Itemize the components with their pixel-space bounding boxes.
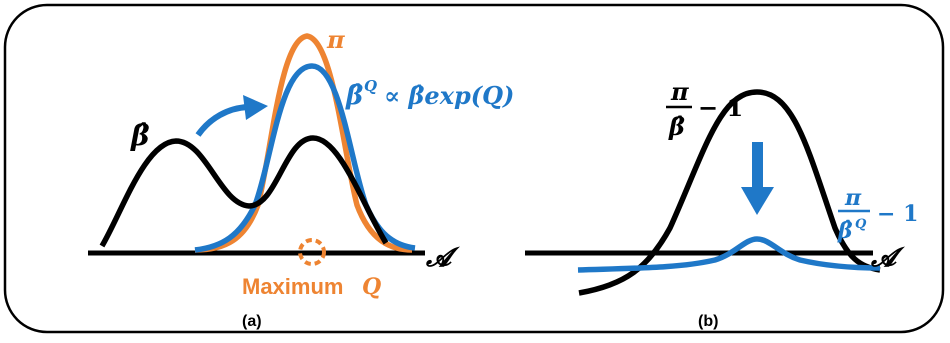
panel-b-axis-label: 𝓐 xyxy=(870,243,906,273)
pi-label: π xyxy=(326,25,345,54)
down-arrow-head xyxy=(741,187,774,215)
ratio-blue-denominator: β̂ xyxy=(837,218,853,244)
ratio-black-tail: − 1 xyxy=(698,93,743,122)
figure-frame xyxy=(3,3,945,334)
down-arrow-shaft xyxy=(752,142,763,190)
shift-arrow-shaft xyxy=(195,104,249,137)
panel-b-caption: (b) xyxy=(698,313,718,330)
pi-curve-orange xyxy=(194,33,413,253)
beta-q-label: β̂ xyxy=(345,81,363,111)
shift-arrow-head xyxy=(243,95,268,120)
maximum-q-label-word: Maximum xyxy=(242,274,343,299)
beta-q-superscript: Q xyxy=(364,77,377,95)
maximum-q-label-var: Q xyxy=(362,274,381,300)
beta-hat-label: β̂ xyxy=(130,119,150,152)
ratio-blue-den-superscript: Q xyxy=(855,217,867,232)
ratio-curve-blue xyxy=(577,236,881,273)
maximum-q-marker xyxy=(298,238,326,266)
ratio-blue-tail: − 1 xyxy=(877,201,918,227)
panel-b: π β̂ − 1 π β̂ Q − 1 𝓐 (b) xyxy=(525,77,918,330)
ratio-blue-numerator: π xyxy=(844,185,862,211)
beta-hat-curve-black xyxy=(99,135,389,248)
panel-a-axis-label: 𝓐 xyxy=(425,243,461,273)
ratio-curve-black xyxy=(578,89,881,296)
ratio-black-numerator: π xyxy=(670,77,689,106)
beta-q-rhs: ∝ β̂exp(Q) xyxy=(384,81,514,110)
ratio-black-denominator: β̂ xyxy=(668,112,685,141)
panel-a: β̂ π β̂ Q ∝ β̂exp(Q) 𝓐 Maximum Q (a) xyxy=(88,25,514,330)
beta-q-curve-blue xyxy=(194,63,416,253)
panel-a-caption: (a) xyxy=(242,313,262,330)
